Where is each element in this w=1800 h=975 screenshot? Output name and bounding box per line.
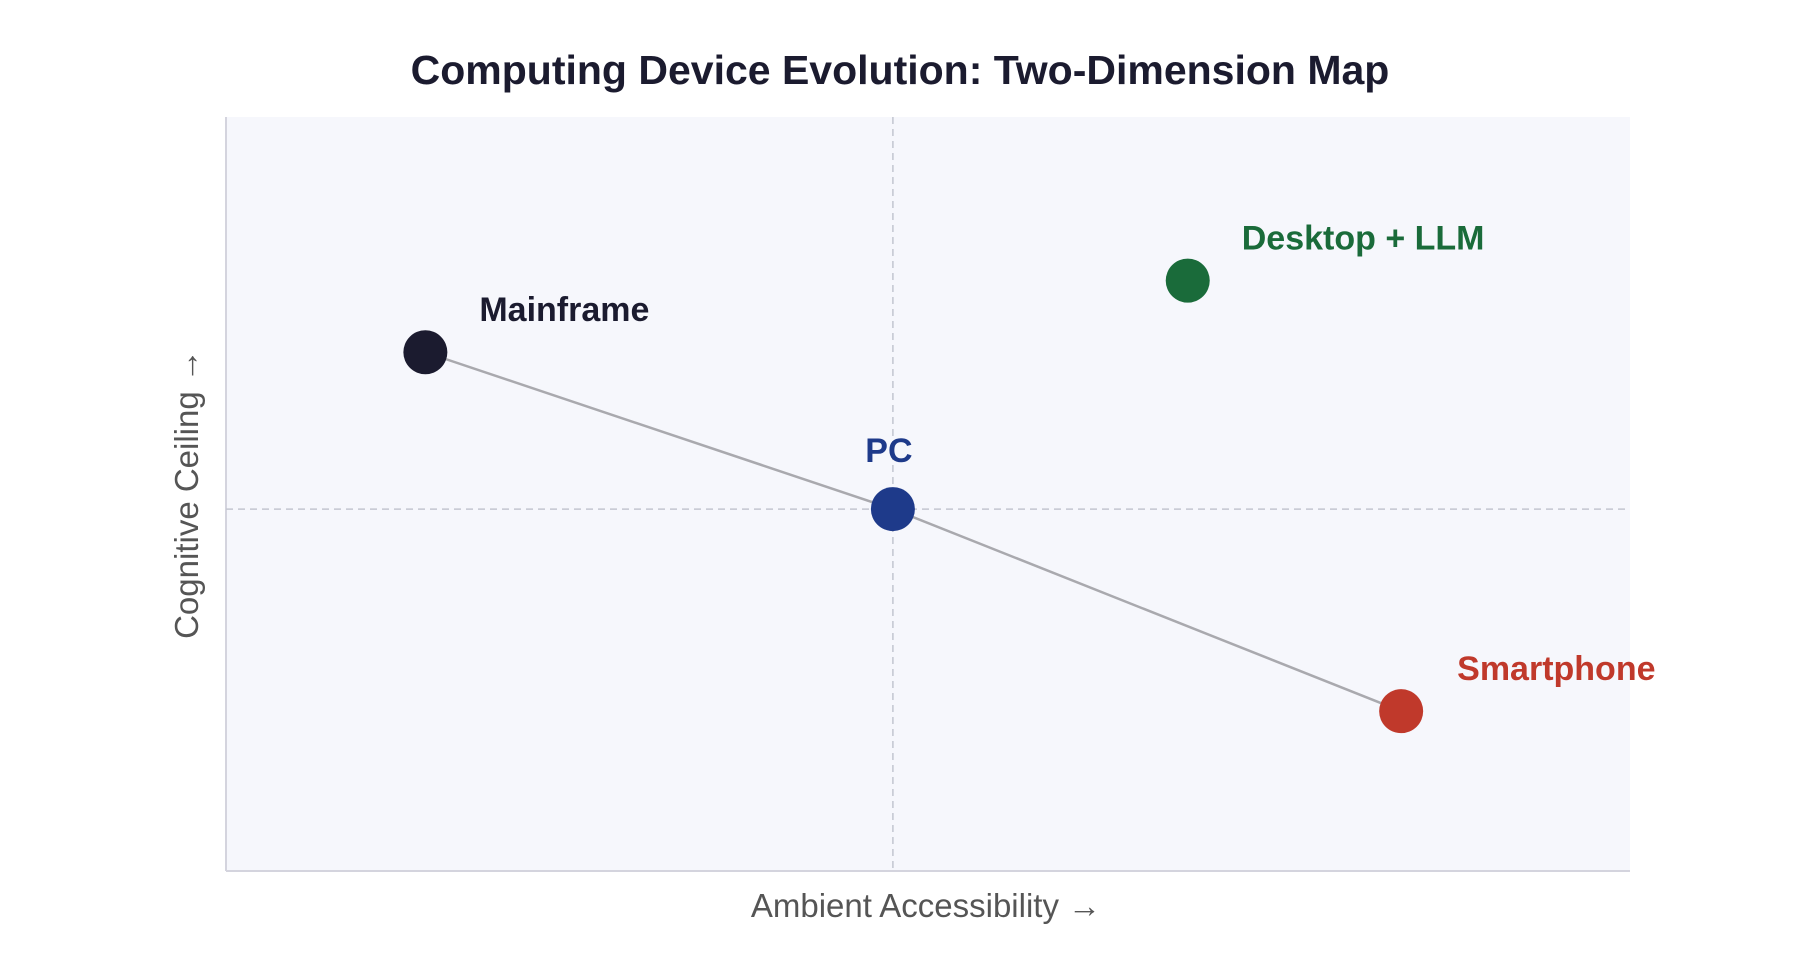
x-axis-label: Ambient Accessibility → xyxy=(751,887,1101,924)
point-label-pc: PC xyxy=(865,432,912,470)
point-labels: Mainframe PC Smartphone Desktop + LLM xyxy=(479,220,1655,689)
point-label-desktop-llm: Desktop + LLM xyxy=(1242,220,1485,258)
y-axis-label: Cognitive Ceiling → xyxy=(168,349,205,639)
chart-title: Computing Device Evolution: Two-Dimensio… xyxy=(411,47,1390,93)
point-mainframe xyxy=(403,330,448,375)
trajectory-segment-mainframe-to-pc xyxy=(424,351,894,511)
point-pc xyxy=(870,487,915,532)
data-points xyxy=(403,258,1424,734)
point-label-smartphone: Smartphone xyxy=(1457,650,1655,688)
trajectory-lines xyxy=(424,351,1402,713)
plot-area xyxy=(226,117,1630,871)
trajectory-segment-pc-to-smartphone xyxy=(892,507,1402,713)
axes xyxy=(225,117,1630,872)
point-smartphone xyxy=(1379,689,1424,734)
point-label-mainframe: Mainframe xyxy=(479,291,649,329)
point-desktop-llm xyxy=(1165,258,1210,303)
